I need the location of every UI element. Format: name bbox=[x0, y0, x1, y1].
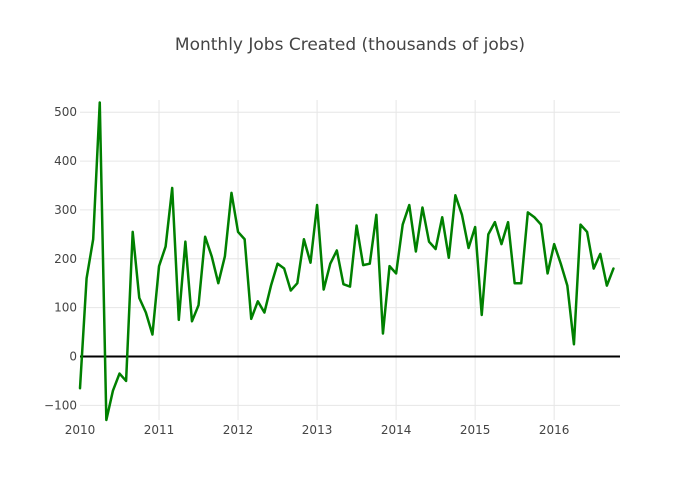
y-tick-label: −100 bbox=[44, 398, 77, 412]
series-line bbox=[78, 101, 615, 422]
chart-title: Monthly Jobs Created (thousands of jobs) bbox=[175, 35, 525, 55]
x-tick-label: 2011 bbox=[144, 423, 175, 437]
x-tick-label: 2014 bbox=[381, 423, 412, 437]
x-tick-label: 2012 bbox=[223, 423, 254, 437]
y-tick-label: 400 bbox=[54, 154, 77, 168]
x-tick-label: 2010 bbox=[65, 423, 96, 437]
y-tick-label: 200 bbox=[54, 252, 77, 266]
y-tick-label: 0 bbox=[69, 349, 77, 363]
axis-layer: −100 0 100 200 300 400 500 2010 2011 2012 2013 2014… bbox=[44, 105, 620, 437]
series-layer bbox=[78, 101, 615, 422]
y-tick-label: 500 bbox=[54, 105, 77, 119]
x-tick-label: 2015 bbox=[460, 423, 491, 437]
x-tick-label: 2013 bbox=[302, 423, 333, 437]
y-tick-label: 300 bbox=[54, 203, 77, 217]
y-tick-label: 100 bbox=[54, 301, 77, 315]
x-tick-label: 2016 bbox=[539, 423, 570, 437]
